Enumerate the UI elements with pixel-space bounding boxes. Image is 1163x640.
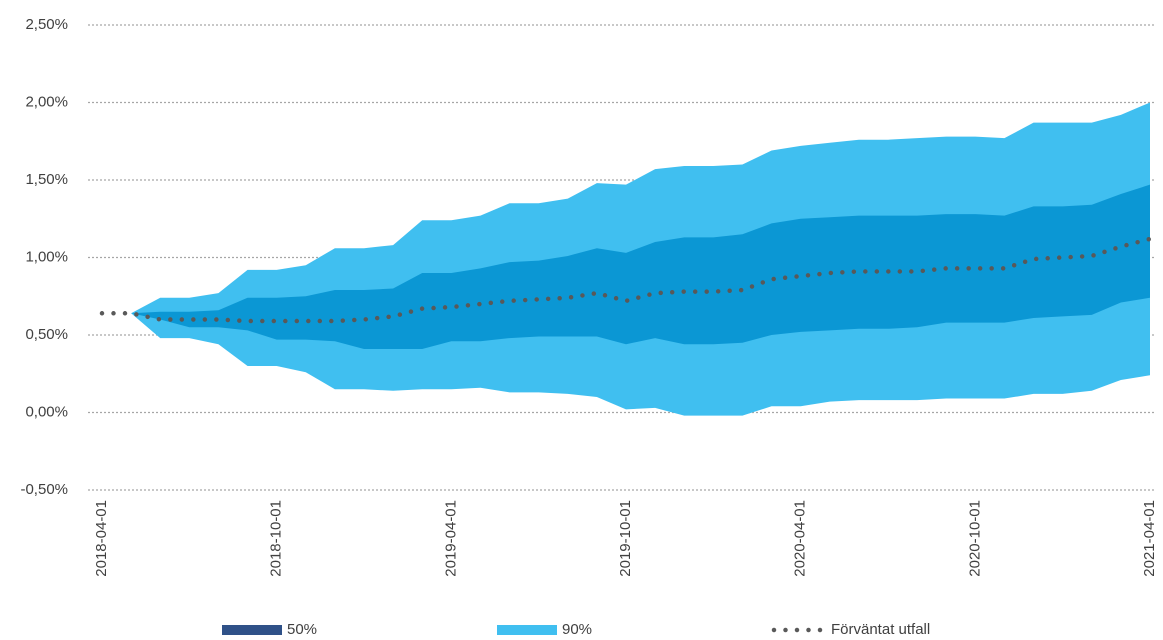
x-tick-label: 2020-04-01 bbox=[792, 500, 809, 577]
y-tick-label: 0,00% bbox=[25, 403, 68, 420]
x-tick-label: 2020-10-01 bbox=[966, 500, 983, 577]
y-tick-label: -0,50% bbox=[20, 481, 68, 498]
expected-line bbox=[99, 236, 1153, 324]
legend-label: Förväntat utfall bbox=[831, 621, 930, 638]
legend-swatch bbox=[222, 625, 282, 635]
legend-item: Förväntat utfall bbox=[771, 621, 930, 638]
x-tick-label: 2019-10-01 bbox=[617, 500, 634, 577]
legend-item: 50% bbox=[222, 621, 317, 638]
band-area bbox=[102, 184, 1150, 349]
y-tick-label: 2,00% bbox=[25, 93, 68, 110]
x-tick-label: 2021-04-01 bbox=[1141, 500, 1158, 577]
legend-label: 50% bbox=[287, 621, 317, 638]
y-tick-label: 1,50% bbox=[25, 171, 68, 188]
y-tick-label: 2,50% bbox=[25, 16, 68, 33]
x-tick-label: 2018-04-01 bbox=[93, 500, 110, 577]
legend-swatch bbox=[497, 625, 557, 635]
y-tick-label: 1,00% bbox=[25, 248, 68, 265]
y-tick-label: 0,50% bbox=[25, 326, 68, 343]
legend-item: 90% bbox=[497, 621, 592, 638]
legend-label: 90% bbox=[562, 621, 592, 638]
x-tick-label: 2019-04-01 bbox=[442, 500, 459, 577]
x-tick-label: 2018-10-01 bbox=[268, 500, 285, 577]
